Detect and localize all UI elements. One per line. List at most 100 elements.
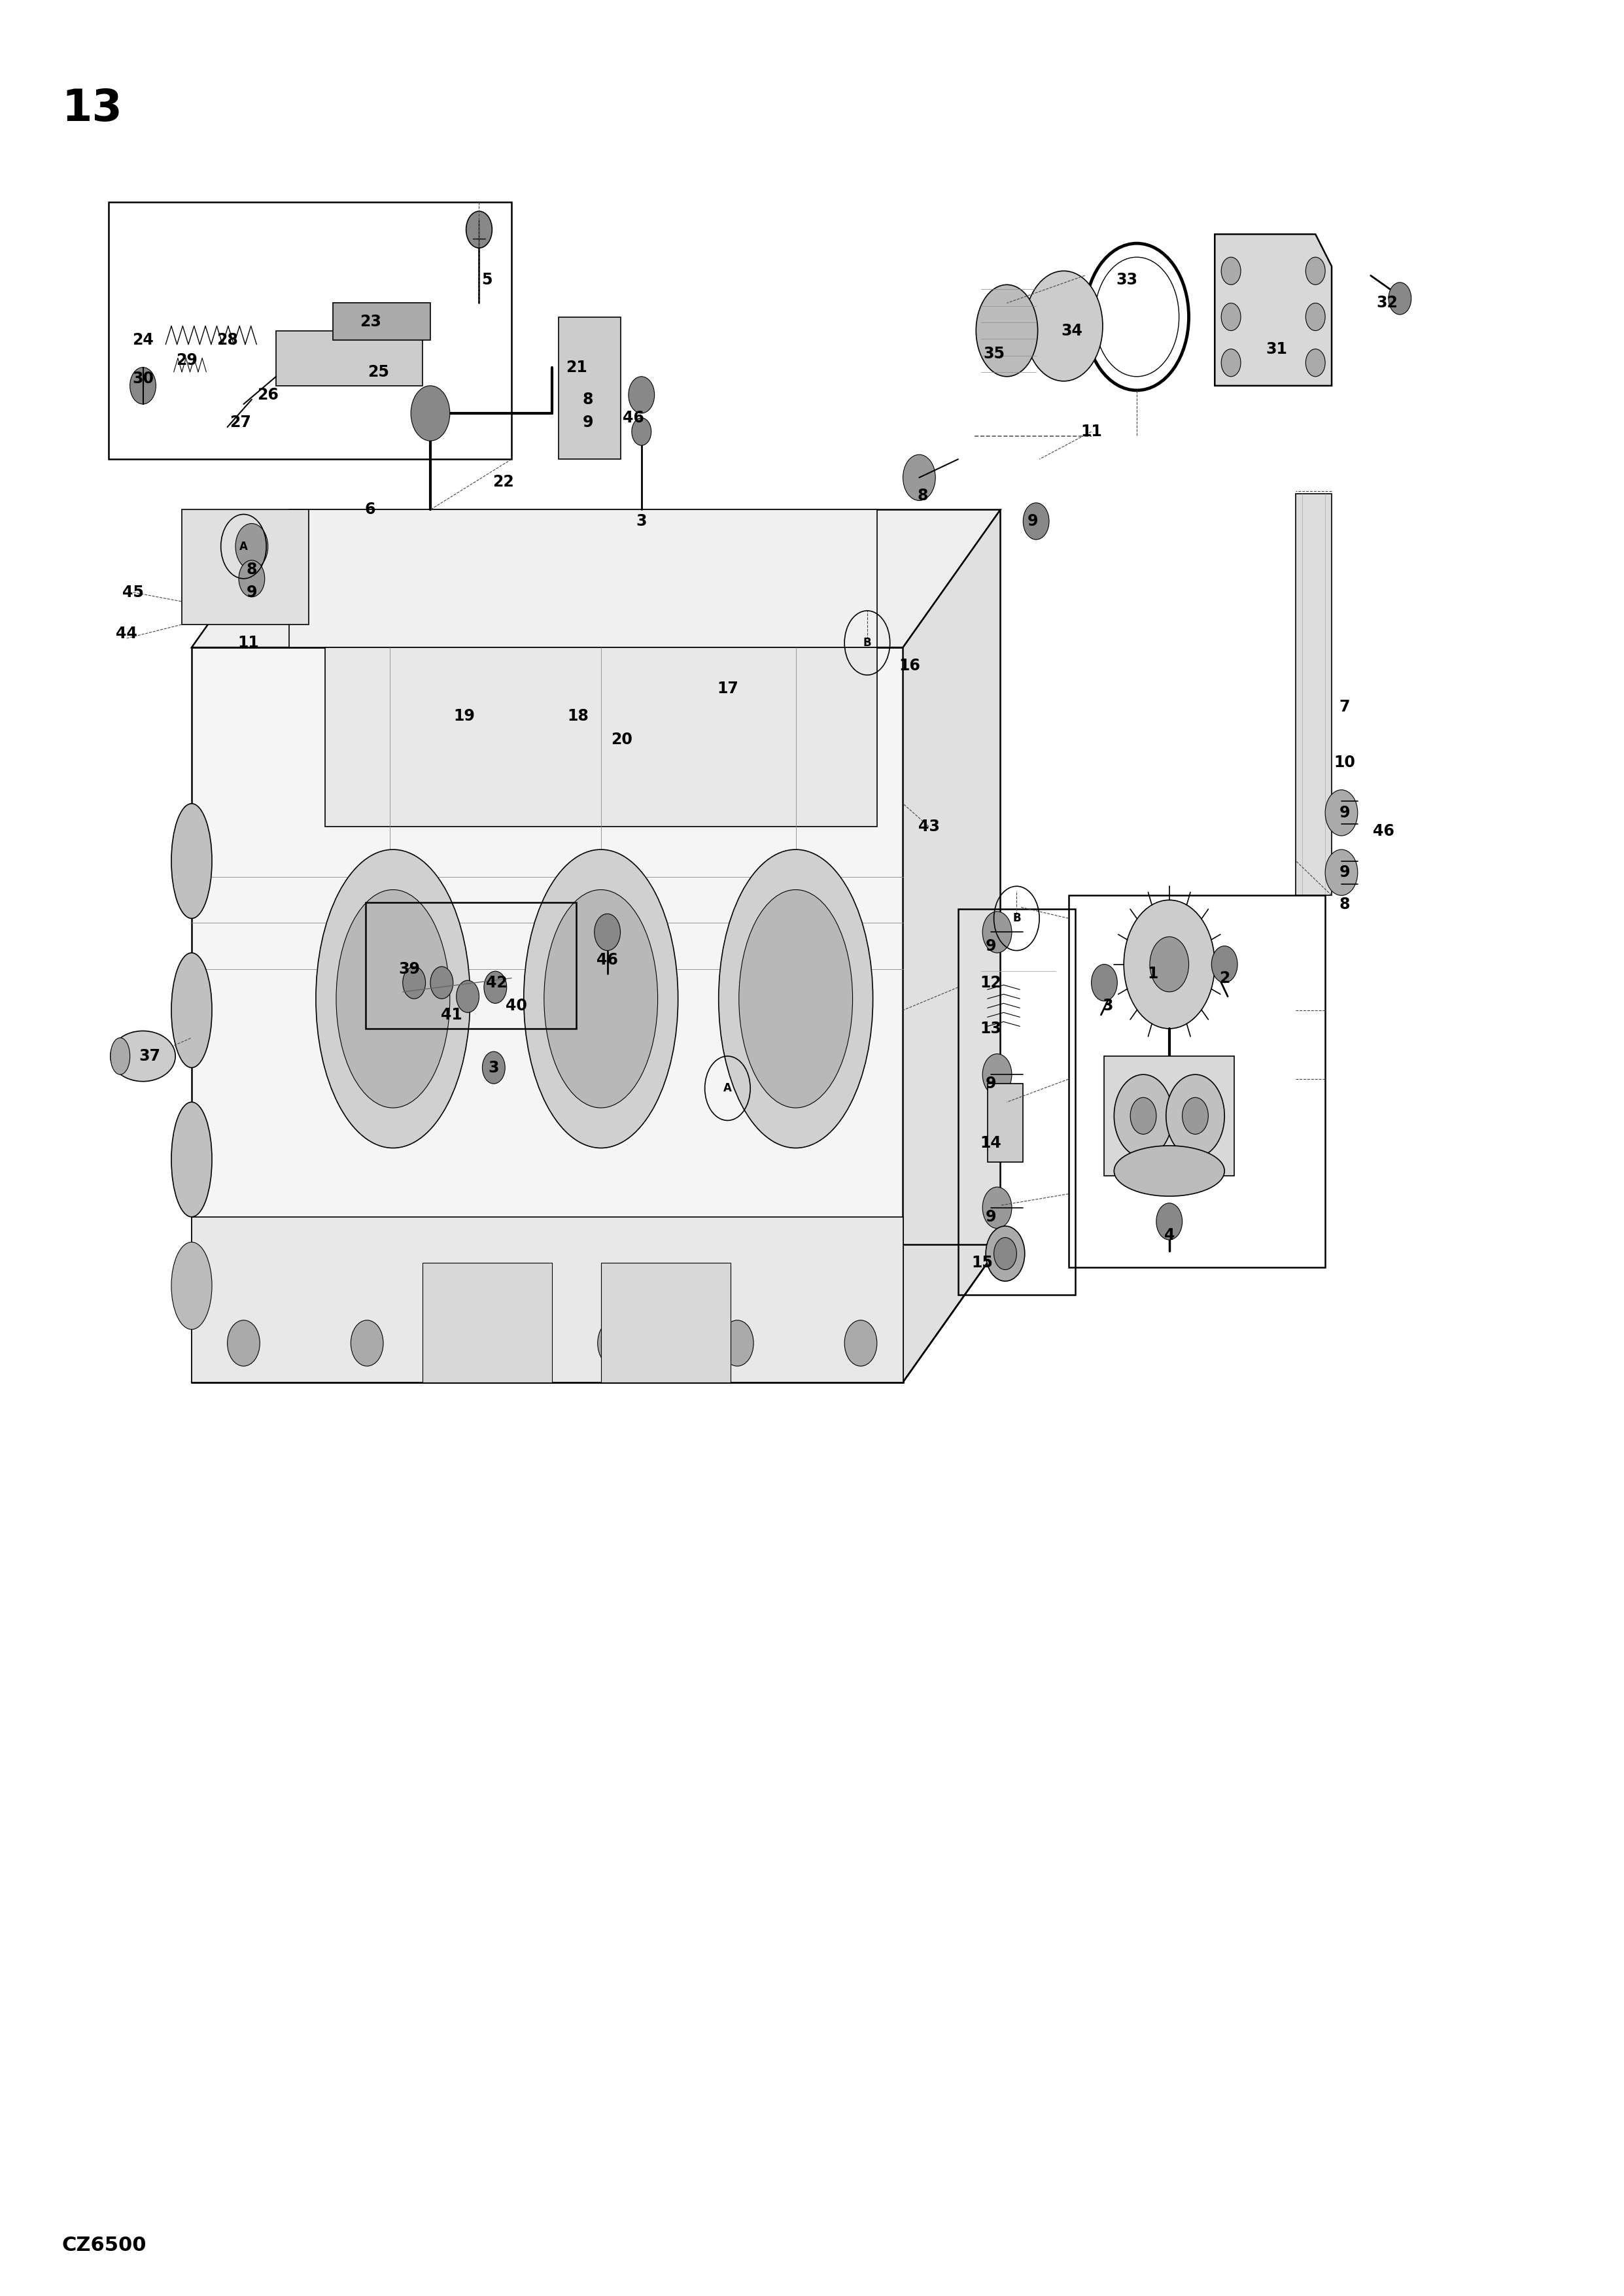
Text: 9: 9: [986, 1210, 996, 1224]
Circle shape: [482, 1052, 505, 1084]
Circle shape: [466, 211, 492, 248]
Text: 13: 13: [979, 1022, 1002, 1035]
Text: 46: 46: [596, 953, 619, 967]
Circle shape: [411, 386, 450, 441]
Circle shape: [1212, 946, 1237, 983]
Text: 46: 46: [622, 411, 645, 425]
Circle shape: [351, 1320, 383, 1366]
Text: 32: 32: [1376, 296, 1398, 310]
Text: 8: 8: [247, 563, 257, 576]
Text: 30: 30: [132, 372, 154, 386]
Polygon shape: [325, 647, 877, 827]
Circle shape: [1124, 900, 1215, 1029]
Ellipse shape: [110, 1031, 175, 1081]
Circle shape: [1114, 1075, 1173, 1157]
Polygon shape: [422, 1263, 552, 1382]
Text: 8: 8: [1340, 898, 1350, 912]
Text: 33: 33: [1116, 273, 1138, 287]
Circle shape: [1389, 282, 1411, 315]
Ellipse shape: [171, 804, 211, 918]
Text: 9: 9: [986, 939, 996, 953]
Text: 43: 43: [918, 820, 940, 833]
Polygon shape: [182, 510, 309, 625]
Circle shape: [235, 523, 268, 569]
Circle shape: [1306, 349, 1325, 377]
Text: 15: 15: [971, 1256, 994, 1270]
Polygon shape: [1104, 1056, 1234, 1176]
Text: 27: 27: [229, 416, 252, 429]
Text: 45: 45: [122, 585, 145, 599]
Polygon shape: [289, 510, 877, 647]
Text: A: A: [723, 1081, 732, 1095]
Circle shape: [1182, 1097, 1208, 1134]
Ellipse shape: [110, 1038, 130, 1075]
Text: 13: 13: [62, 87, 122, 131]
Circle shape: [994, 1238, 1017, 1270]
Ellipse shape: [523, 850, 677, 1148]
Ellipse shape: [315, 850, 469, 1148]
Circle shape: [1325, 850, 1358, 895]
Circle shape: [983, 1187, 1012, 1228]
Circle shape: [1156, 1203, 1182, 1240]
Ellipse shape: [544, 891, 658, 1109]
Text: 8: 8: [583, 393, 593, 406]
Circle shape: [594, 914, 620, 951]
Ellipse shape: [718, 850, 872, 1148]
Text: 6: 6: [365, 503, 375, 517]
Circle shape: [1025, 271, 1103, 381]
Text: 34: 34: [1060, 324, 1083, 338]
Text: CZ6500: CZ6500: [62, 2236, 146, 2255]
Text: 35: 35: [983, 347, 1005, 360]
Ellipse shape: [1114, 1146, 1224, 1196]
Ellipse shape: [171, 953, 211, 1068]
Circle shape: [1325, 790, 1358, 836]
Text: 12: 12: [979, 976, 1002, 990]
Text: 5: 5: [482, 273, 492, 287]
Text: 26: 26: [257, 388, 279, 402]
Circle shape: [484, 971, 507, 1003]
Text: 9: 9: [1028, 514, 1038, 528]
Text: 2: 2: [1220, 971, 1229, 985]
Text: 23: 23: [359, 315, 382, 328]
Circle shape: [628, 377, 654, 413]
Circle shape: [983, 912, 1012, 953]
Circle shape: [632, 418, 651, 445]
Circle shape: [1306, 257, 1325, 285]
Text: 9: 9: [986, 1077, 996, 1091]
Text: 20: 20: [611, 732, 633, 746]
Polygon shape: [192, 647, 903, 1382]
Text: 39: 39: [398, 962, 421, 976]
Bar: [333, 303, 430, 340]
Bar: [1069, 895, 1325, 1267]
Polygon shape: [559, 317, 620, 459]
Circle shape: [1091, 964, 1117, 1001]
Text: 9: 9: [247, 585, 257, 599]
Text: B: B: [862, 636, 872, 650]
Text: 16: 16: [898, 659, 921, 673]
Polygon shape: [903, 510, 1000, 1382]
Text: 19: 19: [453, 709, 476, 723]
Circle shape: [1221, 349, 1241, 377]
Text: 1: 1: [1148, 967, 1158, 980]
Circle shape: [1306, 303, 1325, 331]
Circle shape: [430, 967, 453, 999]
Circle shape: [1130, 1097, 1156, 1134]
Text: 28: 28: [216, 333, 239, 347]
Text: 8: 8: [918, 489, 927, 503]
Polygon shape: [192, 1217, 903, 1382]
Text: 31: 31: [1265, 342, 1288, 356]
Polygon shape: [601, 1263, 731, 1382]
Circle shape: [239, 560, 265, 597]
Ellipse shape: [171, 1102, 211, 1217]
Bar: [1296, 494, 1332, 895]
Text: 14: 14: [979, 1137, 1002, 1150]
Ellipse shape: [171, 1242, 211, 1329]
Circle shape: [721, 1320, 754, 1366]
Text: 41: 41: [440, 1008, 463, 1022]
Text: 9: 9: [583, 416, 593, 429]
Text: 21: 21: [565, 360, 588, 374]
Text: 42: 42: [486, 976, 508, 990]
Circle shape: [456, 980, 479, 1013]
Text: 29: 29: [175, 354, 198, 367]
Bar: [987, 1084, 1023, 1162]
